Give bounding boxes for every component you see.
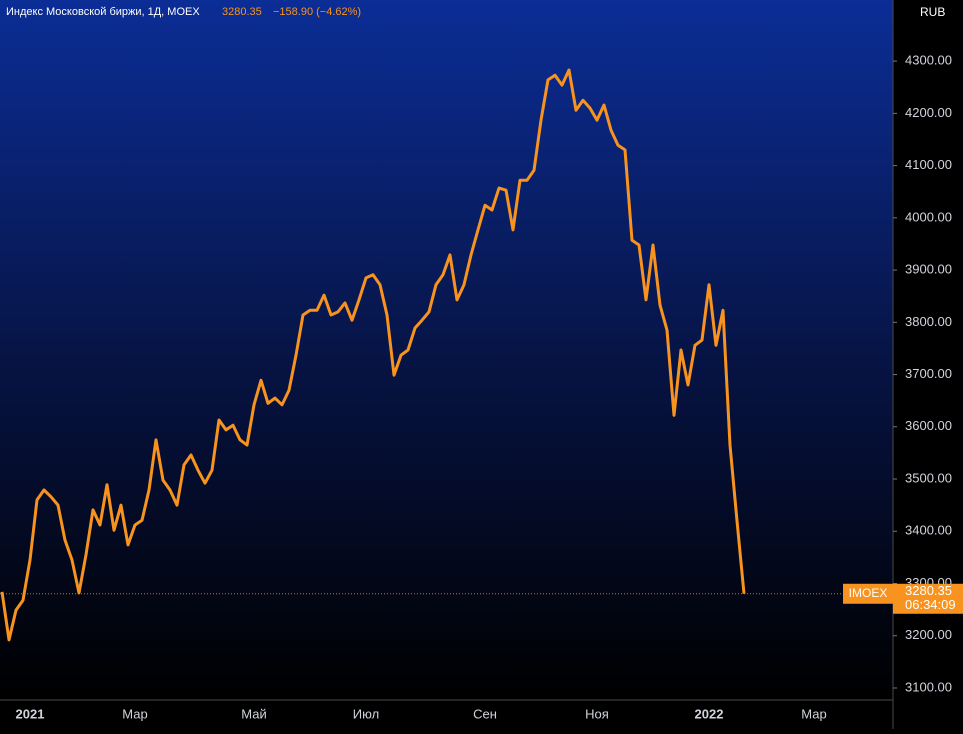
x-tick-label: Сен — [473, 706, 497, 721]
y-tick-label: 4100.00 — [905, 157, 952, 172]
y-tick-label: 3200.00 — [905, 627, 952, 642]
x-tick-label: Мар — [122, 706, 147, 721]
y-tick-label: 3800.00 — [905, 314, 952, 329]
y-tick-label: 3900.00 — [905, 262, 952, 277]
price-tag — [893, 583, 963, 614]
price-line — [0, 68, 746, 642]
y-tick-label: 3100.00 — [905, 679, 952, 694]
y-tick-label: 3600.00 — [905, 418, 952, 433]
x-tick-label: 2022 — [695, 706, 724, 721]
currency: RUB — [920, 5, 945, 19]
chart-title: Индекс Московской биржи, 1Д, MOEX — [6, 6, 200, 18]
y-tick-label: 3700.00 — [905, 366, 952, 381]
price-change: −158.90 (−4.62%) — [273, 6, 361, 18]
series-tag — [843, 583, 893, 604]
time-axis — [0, 700, 893, 729]
x-tick-label: Мар — [801, 706, 826, 721]
y-tick-label: 3400.00 — [905, 523, 952, 538]
y-tick-label: 4000.00 — [905, 209, 952, 224]
y-tick-label: 4300.00 — [905, 53, 952, 68]
x-tick-label: Июл — [353, 706, 379, 721]
price-tag-value: 3280.35 — [905, 583, 952, 598]
x-tick-label: Ноя — [585, 706, 609, 721]
x-tick-label: Май — [241, 706, 266, 721]
series-name: IMOEX — [849, 586, 888, 600]
last-price: 3280.35 — [222, 6, 262, 18]
y-tick-label: 4200.00 — [905, 105, 952, 120]
y-tick-label: 3500.00 — [905, 470, 952, 485]
plot-background — [0, 0, 893, 700]
countdown: 06:34:09 — [905, 597, 956, 612]
x-tick-label: 2021 — [16, 706, 45, 721]
